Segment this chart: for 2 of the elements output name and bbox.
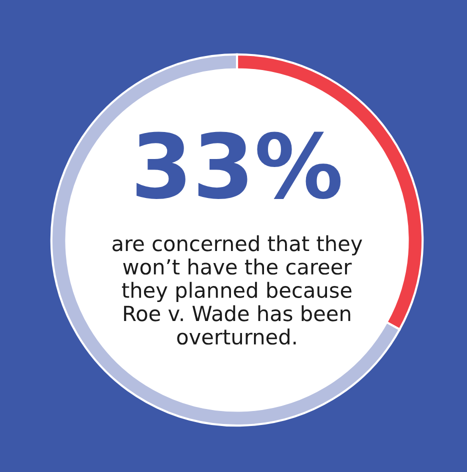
text: are concerned that they won’t have the career they planned because Roe v. Wade has been overturned. bbox=[112, 235, 362, 345]
data-label: 33% bbox=[136, 132, 341, 199]
